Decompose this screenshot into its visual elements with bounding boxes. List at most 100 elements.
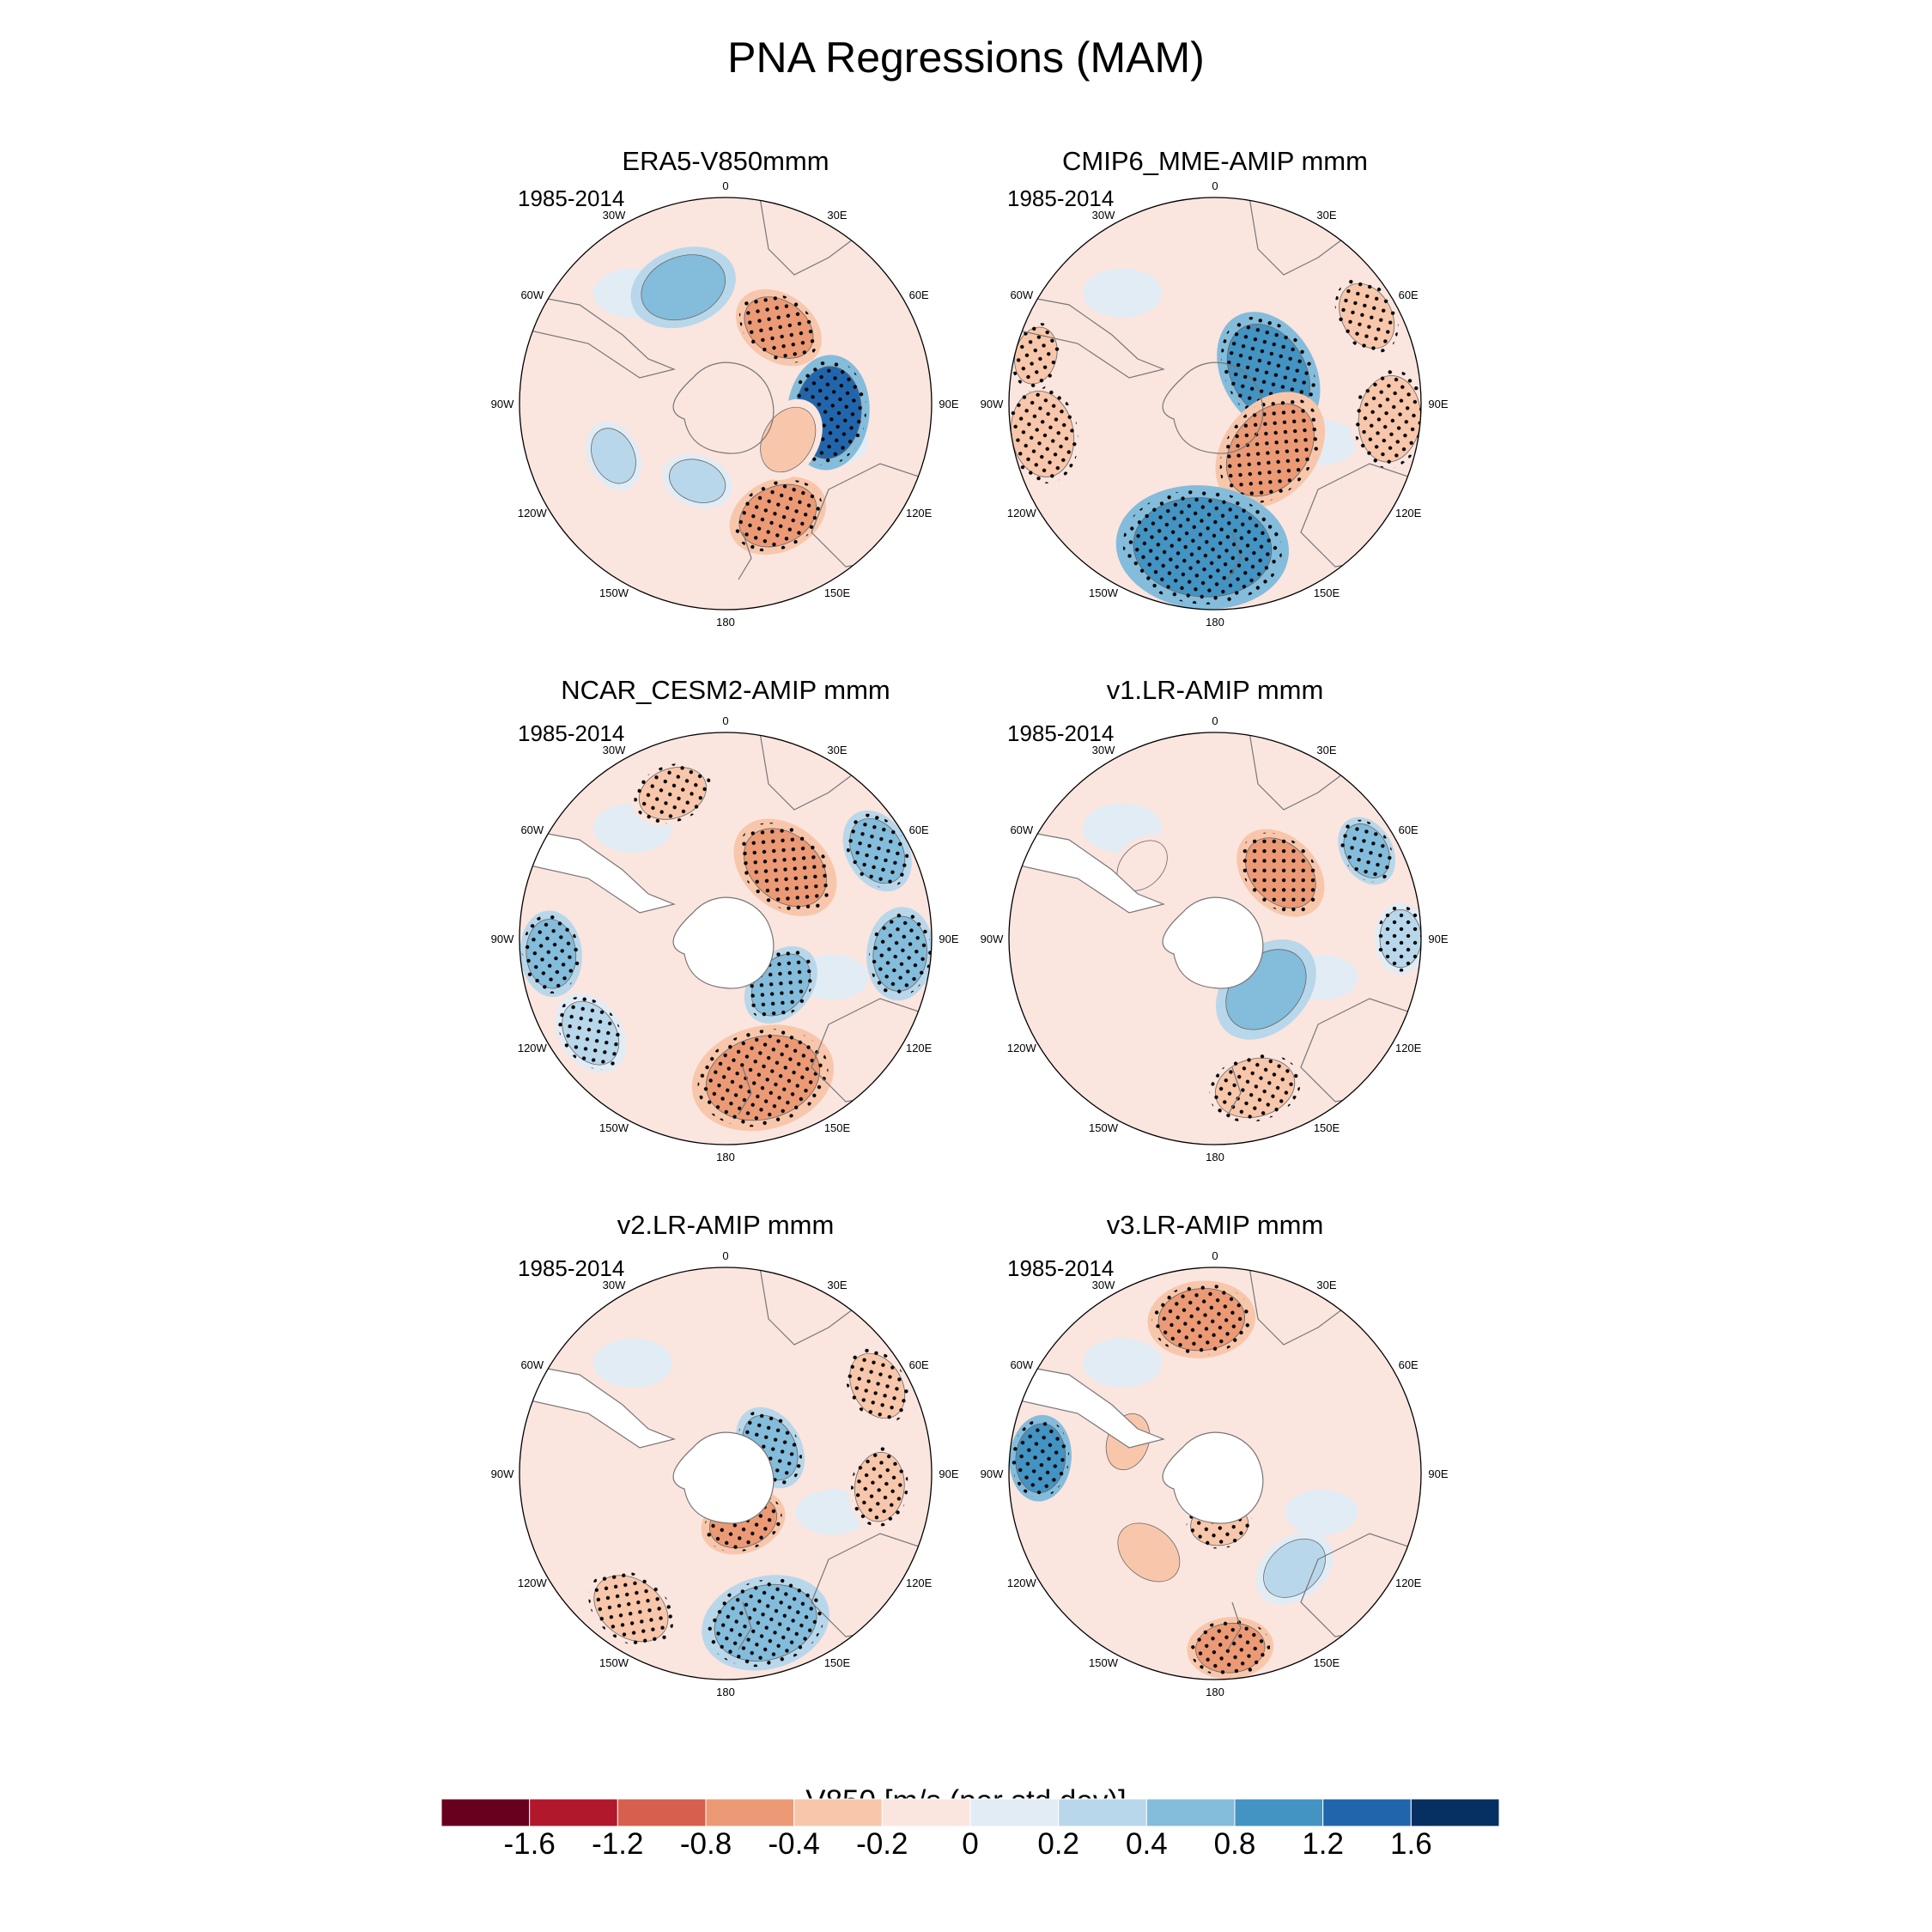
colorbar-label: -0.4 [768,1827,820,1861]
panel-period: 1985-2014 [1007,720,1115,746]
lon-tick-label: 30W [1092,209,1115,222]
colorbar-segment [793,1798,883,1827]
antarctica-coastline [1162,1431,1264,1524]
field-band [1079,1004,1145,1046]
panel-period: 1985-2014 [518,720,625,746]
lon-tick-label: 60E [1399,289,1419,301]
colorbar-segment [969,1798,1060,1827]
africa-coastline [1249,1267,1353,1346]
colorbar-label: -0.8 [679,1827,732,1861]
map-panel-4: 0 30E 60E 90E 120E 150E 180 150W 120W 90W 60W 30W [981,714,1449,1163]
lon-tick-label: 30E [827,744,847,756]
map-panel-1: 0 30E 60E 90E 120E 150E 180 150W 120W 90W 60W 30W [491,179,959,629]
lon-tick-label: 30E [827,1279,847,1291]
lon-tick-label: 60E [909,1358,929,1371]
antarctica-coastline [672,1431,775,1524]
anomaly-core [591,428,636,484]
lon-tick-label: 90W [981,1467,1004,1480]
anomaly-core [641,254,726,321]
lon-tick-label: 150W [599,1656,629,1669]
colorbar-label: -0.2 [856,1827,908,1861]
significance-stipple [869,910,932,997]
significance-stipple [1376,905,1421,972]
lon-tick-label: 0 [1212,1249,1218,1262]
panel-period: 1985-2014 [518,185,625,211]
lon-tick-label: 30W [1092,1279,1115,1291]
lon-tick-label: 60W [1010,289,1033,301]
colorbar-label: -1.6 [503,1827,556,1861]
anomaly-core [1117,1522,1181,1583]
south-america-coastline [1009,1361,1165,1449]
lon-tick-label: 90E [1428,933,1448,945]
colorbar-segment [1322,1798,1412,1827]
lon-tick-label: 150E [824,1656,851,1669]
significance-stipple [634,762,712,823]
lon-tick-label: 120W [518,1042,548,1054]
field-band [1082,268,1163,319]
significance-stipple [851,1447,908,1527]
colorbar-label: 0 [962,1827,979,1861]
new-zealand-coastline [1227,1601,1242,1650]
africa-coastline [759,732,864,811]
map-border [1008,1267,1422,1680]
panel-title: v2.LR-AMIP mmm [617,1210,835,1240]
lon-tick-label: 0 [1212,714,1218,727]
map-border [1008,732,1422,1145]
lon-tick-label: 90W [981,933,1004,945]
lon-tick-label: 120W [1007,507,1037,519]
lon-tick-label: 120W [1007,1577,1037,1589]
lon-tick-label: 60W [520,1358,544,1371]
panel-title: ERA5-V850mmm [622,146,829,176]
colorbar-label: -1.2 [592,1827,644,1861]
significance-stipple [588,1570,674,1647]
significance-stipple [1240,832,1321,914]
colorbar-segment [705,1798,795,1827]
south-america-coastline [519,1361,676,1449]
map-border [1008,197,1422,611]
significance-stipple [1151,1284,1252,1356]
colorbar-label: 1.2 [1302,1827,1344,1861]
lon-tick-label: 150E [1314,1121,1340,1134]
antarctica-coastline [1162,361,1264,454]
significance-stipple [1219,396,1321,504]
colorbar-segment [440,1798,531,1827]
lon-tick-label: 30E [1316,209,1336,222]
lon-tick-label: 30E [1316,1279,1336,1291]
lon-tick-label: 120E [906,507,933,519]
panel-title: CMIP6_MME-AMIP mmm [1062,146,1368,176]
lon-tick-label: 150E [824,1121,851,1134]
lon-tick-label: 0 [722,714,728,727]
africa-coastline [1249,732,1353,811]
lon-tick-label: 120E [906,1577,933,1589]
new-zealand-coastline [1227,532,1242,580]
africa-coastline [1249,197,1353,276]
significance-stipple [1353,368,1421,469]
significance-stipple [1011,323,1060,389]
colorbar-segment [881,1798,971,1827]
map-panel-6: 0 30E 60E 90E 120E 150E 180 150W 120W 90W 60W 30W [981,1249,1449,1698]
lon-tick-label: 60W [520,289,544,301]
panel-title: v1.LR-AMIP mmm [1106,675,1324,705]
lon-tick-label: 60E [909,823,929,836]
antarctica-coastline [1162,896,1264,989]
map-border [519,1267,933,1680]
lon-tick-label: 30W [603,1279,626,1291]
new-zealand-coastline [1227,1066,1242,1115]
lon-tick-label: 90W [491,1467,514,1480]
lon-tick-label: 90E [939,398,958,410]
panel-period: 1985-2014 [518,1255,625,1281]
antarctica-coastline [672,361,775,454]
significance-stipple [1122,489,1282,605]
significance-stipple [845,813,909,889]
lon-tick-label: 150E [1314,586,1340,599]
map-border [519,732,933,1145]
lon-tick-label: 180 [1206,1151,1224,1163]
lon-tick-label: 90W [491,398,514,410]
lon-tick-label: 60W [1010,823,1033,836]
lon-tick-label: 90E [1428,398,1448,410]
lon-tick-label: 60E [1399,1358,1419,1371]
lon-tick-label: 180 [716,1686,735,1698]
map-panel-2: 0 30E 60E 90E 120E 150E 180 150W 120W 90W 60W 30W [981,179,1449,629]
significance-stipple [707,1578,824,1668]
